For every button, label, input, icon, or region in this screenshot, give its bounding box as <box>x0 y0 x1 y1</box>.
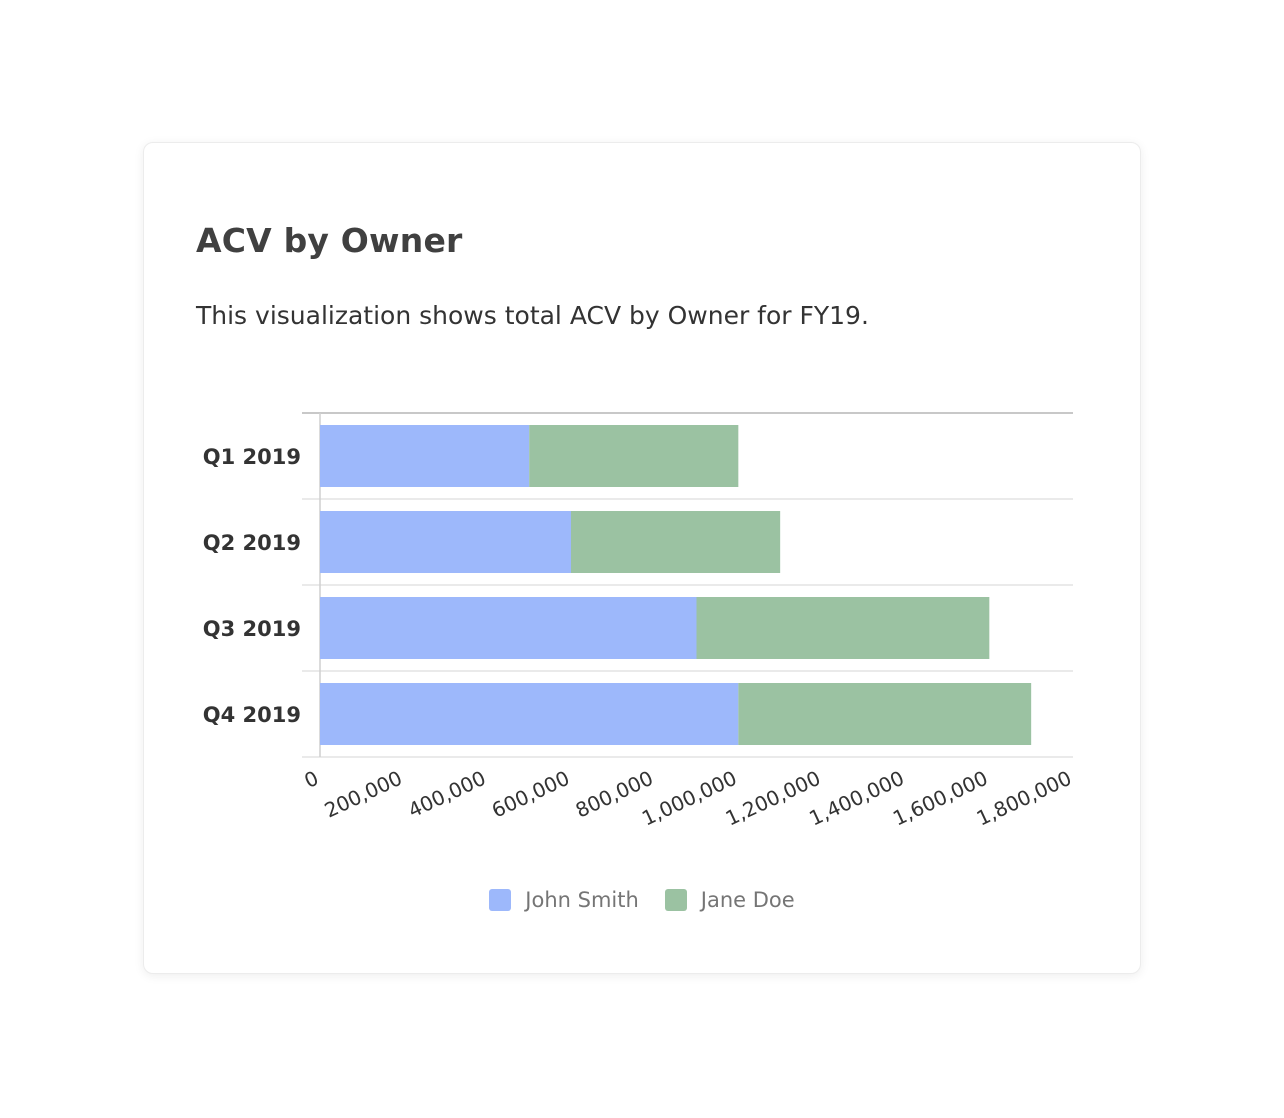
category-label: Q4 2019 <box>203 703 301 727</box>
category-label: Q2 2019 <box>203 531 301 555</box>
bar-jane-doe-q3-2019[interactable] <box>696 597 990 659</box>
bar-john-smith-q1-2019[interactable] <box>320 425 530 487</box>
x-tick-label: 200,000 <box>321 766 406 823</box>
x-tick-label: 1,200,000 <box>722 766 824 831</box>
bar-jane-doe-q2-2019[interactable] <box>571 511 781 573</box>
x-tick-label: 0 <box>300 766 322 793</box>
bar-jane-doe-q4-2019[interactable] <box>738 683 1032 745</box>
chart-card: ACV by Owner This visualization shows to… <box>143 142 1141 974</box>
x-tick-label: 1,000,000 <box>638 766 740 831</box>
chart-legend: John Smith Jane Doe <box>144 888 1140 912</box>
bar-john-smith-q4-2019[interactable] <box>320 683 739 745</box>
x-tick-label: 1,800,000 <box>973 766 1075 831</box>
x-tick-label: 400,000 <box>404 766 489 823</box>
bar-john-smith-q3-2019[interactable] <box>320 597 697 659</box>
bar-jane-doe-q1-2019[interactable] <box>529 425 739 487</box>
x-tick-label: 600,000 <box>488 766 573 823</box>
chart-description: This visualization shows total ACV by Ow… <box>196 301 869 330</box>
bar-john-smith-q2-2019[interactable] <box>320 511 571 573</box>
legend-swatch-jane-doe <box>664 889 687 911</box>
x-tick-label: 1,400,000 <box>805 766 907 831</box>
legend-label-john-smith: John Smith <box>525 888 639 912</box>
category-label: Q1 2019 <box>203 445 301 469</box>
x-tick-label: 1,600,000 <box>889 766 991 831</box>
legend-label-jane-doe: Jane Doe <box>700 888 795 912</box>
legend-item-jane-doe[interactable]: Jane Doe <box>664 888 795 912</box>
chart-title: ACV by Owner <box>196 221 463 260</box>
legend-item-john-smith[interactable]: John Smith <box>489 888 639 912</box>
category-label: Q3 2019 <box>203 617 301 641</box>
bar-chart: Q1 2019 Q2 2019 Q3 2019 Q4 2019 0200,000400,… <box>203 412 1075 831</box>
legend-swatch-john-smith <box>489 889 512 911</box>
